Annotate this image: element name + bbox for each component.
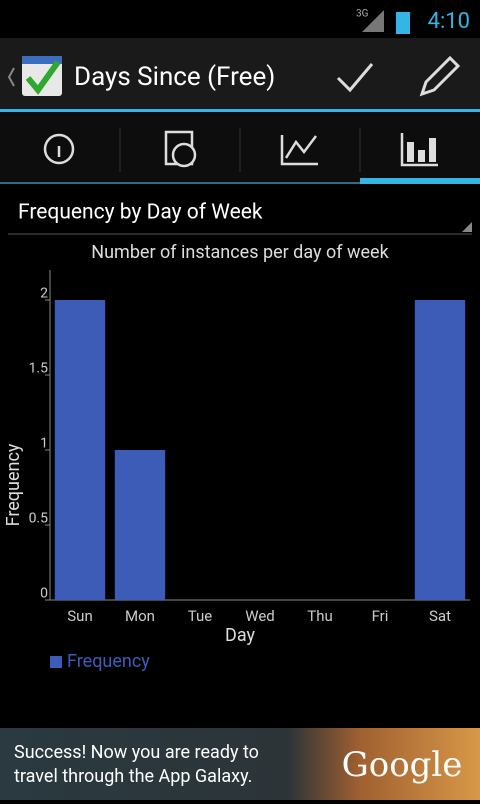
tab-bar-glyph <box>429 138 436 162</box>
bar <box>114 450 166 600</box>
edit-button[interactable] <box>419 55 461 97</box>
ad-text: Success! Now you are ready to <box>14 742 259 763</box>
y-axis-label: Frequency <box>3 443 24 526</box>
tab-info[interactable] <box>43 133 75 165</box>
app-title: Days Since (Free) <box>74 62 275 92</box>
tab-line-chart[interactable] <box>280 135 318 166</box>
y-tick-label: 1 <box>40 436 48 452</box>
spinner-arrow <box>462 222 472 232</box>
x-axis-label: Day <box>225 625 255 646</box>
legend-swatch <box>50 656 62 668</box>
app-icon-top <box>22 56 62 64</box>
tab-line-chart-glyph <box>284 135 317 159</box>
bar <box>54 300 106 600</box>
legend-label: Frequency <box>67 651 150 672</box>
battery-icon <box>396 12 410 34</box>
ad-banner[interactable] <box>0 728 480 800</box>
network-type: 3G <box>356 9 369 20</box>
bar <box>414 300 466 600</box>
y-tick-label: 1.5 <box>29 361 49 377</box>
tab-bar-chart[interactable] <box>400 133 438 167</box>
x-tick-label: Sat <box>429 607 451 625</box>
ad-text: travel through the App Galaxy. <box>14 766 252 787</box>
y-tick-label: 2 <box>40 286 48 302</box>
y-tick-label: 0.5 <box>29 511 49 527</box>
spinner-label[interactable]: Frequency by Day of Week <box>18 201 263 225</box>
up-caret[interactable] <box>7 67 15 87</box>
chart-title: Number of instances per day of week <box>91 242 389 263</box>
x-tick-label: Mon <box>125 607 155 625</box>
x-tick-label: Tue <box>188 607 213 625</box>
tab-bar-glyph <box>407 142 414 162</box>
x-tick-label: Thu <box>307 607 332 625</box>
action-bar-divider <box>0 109 480 112</box>
action-bar <box>0 38 480 110</box>
app-icon-check <box>25 60 61 95</box>
x-tick-label: Fri <box>372 607 389 625</box>
confirm-button[interactable] <box>336 63 374 93</box>
tab-selected-indicator <box>360 178 480 184</box>
x-tick-label: Sun <box>67 607 92 625</box>
tab-underline <box>0 182 480 184</box>
x-tick-label: Wed <box>245 607 275 625</box>
clock: 4:10 <box>428 9 470 34</box>
y-tick-label: 0 <box>40 586 48 602</box>
signal-icon <box>362 10 384 32</box>
tab-bar-glyph <box>418 150 425 162</box>
ad-brand: Google <box>342 745 463 785</box>
tab-history-clock <box>171 142 197 168</box>
